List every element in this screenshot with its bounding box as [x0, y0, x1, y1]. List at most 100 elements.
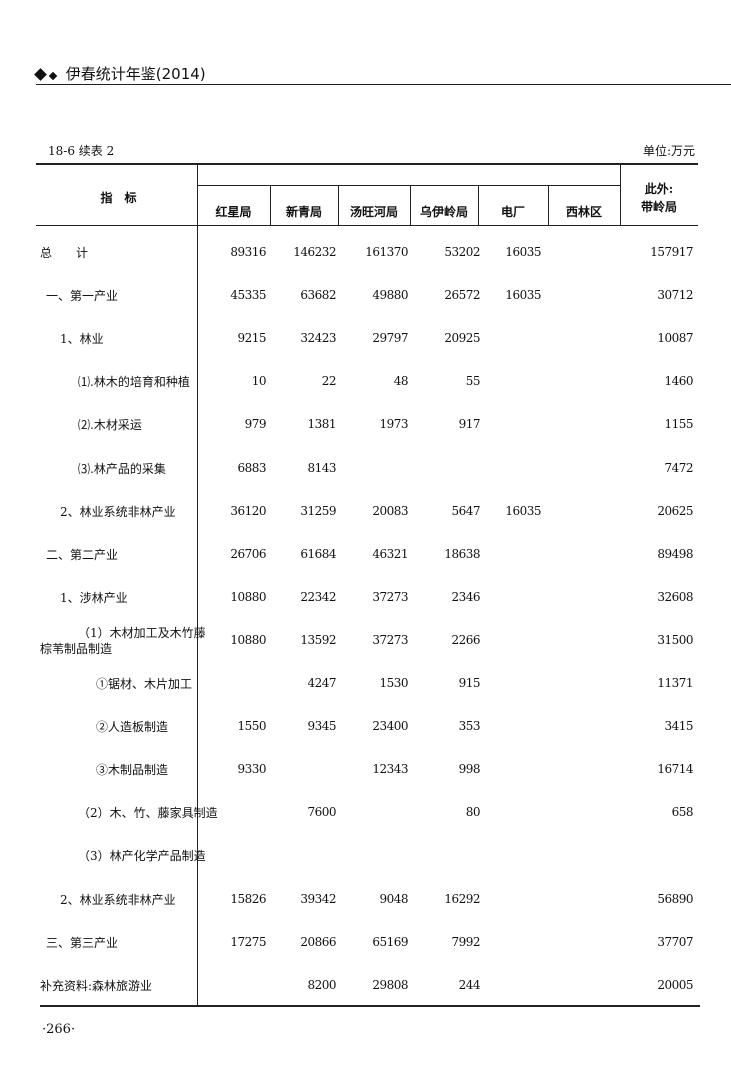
cell-value: 9048: [379, 891, 408, 906]
column-header: 汤旺河局: [349, 205, 398, 219]
cell-value: 915: [458, 676, 481, 690]
cell-value: 3415: [664, 719, 693, 734]
cell-value: 65169: [372, 934, 408, 949]
cell-value: 45335: [230, 288, 266, 303]
cell-value: 1155: [664, 417, 693, 432]
cell-value: 10880: [230, 632, 266, 647]
cell-value: 17275: [230, 934, 266, 949]
row-label: 1、林业: [60, 332, 104, 347]
extra-column-rule: [620, 163, 621, 225]
cell-value: 8200: [307, 977, 336, 992]
cell-value: 5647: [451, 503, 480, 518]
cell-value: 26706: [230, 546, 266, 561]
row-label-continuation: 棕苇制品制造: [40, 641, 113, 656]
cell-value: 80: [465, 805, 481, 820]
cell-value: 53202: [444, 245, 480, 259]
header-rule: [36, 84, 731, 85]
cell-value: 16035: [505, 503, 541, 518]
cell-value: 49880: [372, 288, 408, 303]
row-label: （3）林产化学产品制造: [78, 849, 206, 864]
cell-value: 29797: [372, 331, 408, 346]
cell-value: 8143: [307, 460, 336, 475]
cell-value: 31259: [300, 503, 336, 518]
cell-value: 20005: [657, 977, 693, 992]
cell-value: 15826: [230, 891, 266, 906]
cell-value: 32423: [300, 331, 336, 346]
table-top-rule: [36, 163, 698, 165]
row-label: （1）木材加工及木竹藤: [78, 625, 206, 640]
cell-value: 63682: [300, 288, 336, 303]
cell-value: 22: [321, 374, 337, 389]
column-divider: [270, 185, 271, 225]
cell-value: 55: [465, 374, 481, 389]
cell-value: 20625: [657, 503, 693, 518]
indicator-column-rule: [197, 163, 198, 1006]
cell-value: 26572: [444, 288, 480, 303]
cell-value: 37273: [372, 632, 408, 647]
row-label: 补充资料:森林旅游业: [40, 978, 153, 993]
cell-value: 161370: [365, 245, 408, 259]
cell-value: 917: [458, 417, 481, 432]
cell-value: 30712: [657, 288, 693, 303]
cell-value: 658: [671, 805, 694, 820]
row-label: 三、第三产业: [46, 935, 119, 950]
column-divider: [478, 185, 479, 225]
row-label: ②人造板制造: [96, 720, 169, 735]
table-bottom-rule: [40, 1005, 700, 1007]
row-label: 二、第二产业: [46, 547, 119, 562]
cell-value: 20083: [372, 503, 408, 518]
row-label: ⑵.木材采运: [78, 418, 142, 433]
row-label: ⑶.林产品的采集: [78, 461, 166, 476]
extra-header-line1: 此外:: [644, 182, 674, 196]
cell-value: 1973: [379, 417, 408, 432]
cell-value: 29808: [372, 977, 408, 992]
cell-value: 20925: [444, 331, 480, 346]
cell-value: 6883: [237, 460, 266, 475]
cell-value: 39342: [300, 891, 336, 906]
unit-label: 单位:万元: [642, 144, 695, 158]
cell-value: 89316: [230, 245, 266, 259]
cell-value: 61684: [300, 546, 336, 561]
column-header: 西林区: [565, 205, 602, 219]
cell-value: 7472: [664, 460, 693, 475]
row-label: ③木制品制造: [96, 763, 169, 778]
cell-value: 56890: [657, 891, 693, 906]
cell-value: 11371: [657, 676, 693, 690]
cell-value: 13592: [300, 632, 336, 647]
column-header: 电厂: [500, 205, 525, 219]
cell-value: 1381: [307, 417, 336, 432]
cell-value: 1460: [664, 374, 693, 389]
column-divider: [338, 185, 339, 225]
cell-value: 2346: [451, 589, 480, 604]
cell-value: 979: [244, 417, 267, 432]
cell-value: 998: [458, 762, 481, 777]
running-header: 伊春统计年鉴(2014): [34, 63, 206, 84]
cell-value: 16035: [505, 288, 541, 303]
cell-value: 36120: [230, 503, 266, 518]
row-label: 2、林业系统非林产业: [60, 892, 176, 907]
cell-value: 9330: [237, 762, 266, 777]
cell-value: 10: [251, 374, 267, 389]
cell-value: 4247: [307, 676, 336, 690]
yearbook-title: 伊春统计年鉴(2014): [65, 65, 206, 83]
cell-value: 20866: [300, 934, 336, 949]
cell-value: 23400: [372, 719, 408, 734]
row-label: 一、第一产业: [46, 289, 119, 304]
cell-value: 1550: [237, 719, 266, 734]
cell-value: 353: [458, 719, 481, 734]
double-diamond-icon: [34, 65, 61, 83]
column-header: 红星局: [215, 205, 252, 219]
cell-value: 37273: [372, 589, 408, 604]
cell-value: 1530: [379, 676, 408, 690]
cell-value: 244: [458, 977, 481, 992]
column-header: 新青局: [285, 205, 322, 219]
row-label: （2）木、竹、藤家具制造: [78, 806, 218, 821]
cell-value: 10880: [230, 589, 266, 604]
cell-value: 7600: [307, 805, 336, 820]
extra-header-line2: 带岭局: [640, 200, 677, 214]
cell-value: 16035: [505, 245, 541, 259]
column-header: 乌伊岭局: [419, 205, 468, 219]
cell-value: 31500: [657, 632, 693, 647]
indicator-header: 指 标: [100, 191, 137, 205]
cell-value: 48: [393, 374, 409, 389]
